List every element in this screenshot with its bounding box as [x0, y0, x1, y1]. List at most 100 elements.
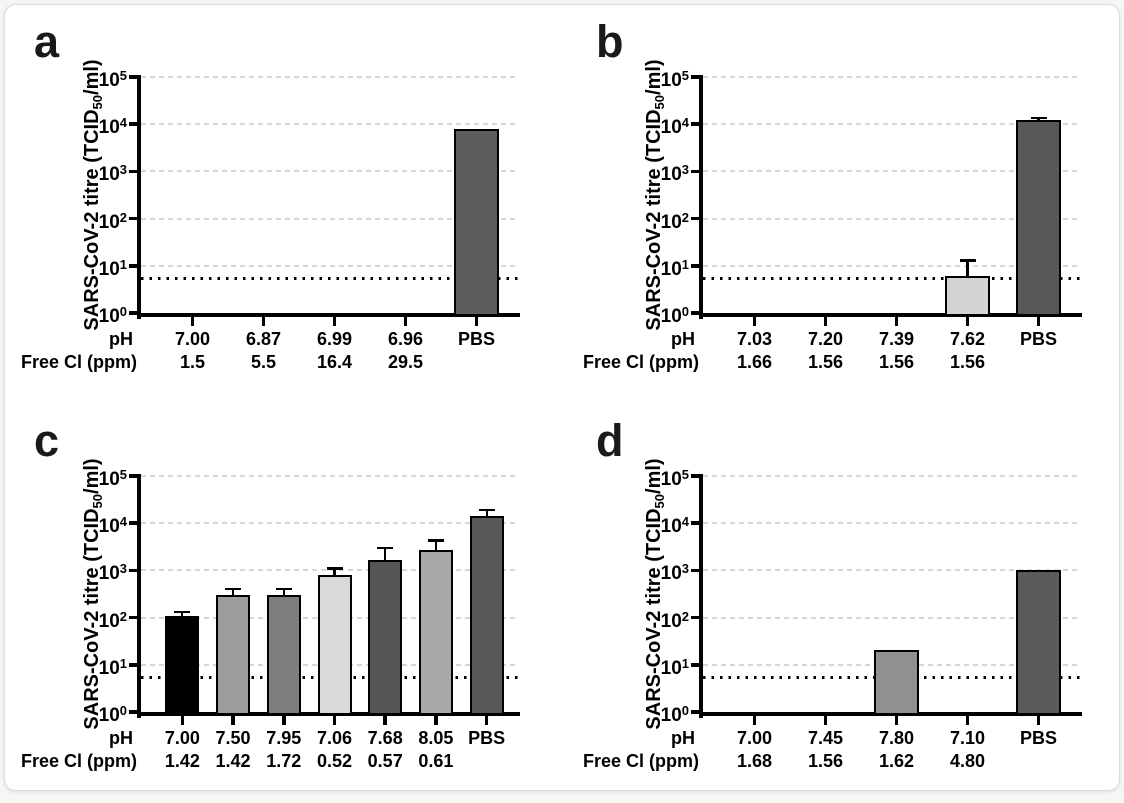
y-tick-exponent: 4 — [681, 115, 689, 131]
y-tick-label: 101 — [631, 652, 689, 681]
y-tick-base: 10 — [660, 610, 682, 632]
ph-value-label: 7.00 — [164, 728, 200, 748]
figure-panel-a: a SARS-CoV-2 titre (TCID50/ml) 100 101 102 10… — [7, 7, 569, 404]
detection-limit-line — [141, 277, 523, 280]
y-axis-tick — [691, 568, 699, 573]
figure-panel-d: d SARS-CoV-2 titre (TCID50/ml) 100 101 102 10… — [569, 406, 1124, 803]
y-tick-exponent: 5 — [119, 467, 127, 482]
y-axis-tick — [691, 264, 699, 268]
y-axis-tick — [129, 122, 137, 126]
y-tick-exponent: 2 — [681, 209, 689, 225]
x-axis-tick — [434, 716, 438, 725]
error-bar-cap — [275, 588, 292, 591]
y-tick-exponent: 5 — [119, 68, 127, 83]
y-tick-label: 102 — [631, 206, 689, 235]
y-axis-tick — [691, 521, 699, 525]
free-cl-value-label: 0.52 — [316, 751, 353, 771]
decade-gridline — [703, 76, 1077, 78]
y-axis-tick — [129, 568, 137, 573]
decade-gridline — [703, 170, 1077, 173]
y-axis-tick — [691, 710, 699, 714]
ph-value-label: 7.20 — [807, 329, 844, 349]
y-tick-label: 100 — [69, 699, 127, 728]
ph-value-label: 7.80 — [878, 728, 915, 748]
free-cl-value-label: 1.56 — [807, 751, 844, 771]
ph-value-label: PBS — [1019, 329, 1057, 349]
bar-PBS — [1016, 120, 1061, 316]
free-cl-row-label: Free Cl (ppm) — [583, 751, 700, 771]
x-axis-tick — [752, 716, 757, 725]
ph-value-label: 7.00 — [174, 329, 211, 349]
free-cl-value-label: 1.62 — [878, 751, 915, 771]
error-bar-line — [384, 547, 387, 564]
panel-letter: d — [596, 415, 624, 466]
free-cl-value-label: 29.5 — [387, 352, 424, 372]
error-bar-cap — [326, 567, 343, 570]
y-tick-label: 104 — [631, 510, 689, 539]
y-axis — [699, 75, 703, 319]
decade-gridline — [141, 264, 515, 267]
free-cl-value-label: 5.5 — [250, 352, 277, 372]
decade-gridline — [141, 475, 515, 477]
y-tick-exponent: 0 — [119, 703, 127, 718]
bar-7.00 — [165, 615, 200, 715]
y-tick-label: 103 — [69, 158, 127, 187]
y-tick-exponent: 1 — [681, 655, 689, 671]
y-tick-exponent: 2 — [681, 608, 689, 624]
y-tick-exponent: 4 — [119, 514, 127, 530]
x-axis-tick — [231, 716, 235, 725]
y-axis-title-subscript: 50 — [652, 493, 667, 509]
y-tick-label: 101 — [631, 253, 689, 282]
y-tick-base: 10 — [660, 258, 682, 280]
y-axis-title-subscript: 50 — [90, 94, 105, 110]
y-axis-tick — [129, 169, 137, 174]
y-tick-base: 10 — [98, 164, 120, 186]
y-axis-tick — [691, 122, 699, 126]
ph-row-label: pH — [109, 728, 133, 748]
x-axis-tick — [383, 716, 387, 725]
y-axis — [137, 474, 141, 718]
free-cl-value-label: 1.72 — [266, 751, 302, 771]
y-tick-label: 105 — [631, 463, 689, 492]
y-axis-tick — [129, 710, 137, 714]
y-tick-exponent: 3 — [119, 162, 127, 178]
y-tick-label: 103 — [631, 557, 689, 586]
ph-value-label: 6.87 — [245, 329, 282, 349]
free-cl-value-label: 1.5 — [179, 352, 206, 372]
panel-letter: a — [34, 16, 60, 67]
x-axis-tick — [823, 716, 828, 725]
free-cl-value-label: 1.56 — [949, 352, 986, 372]
y-tick-label: 104 — [69, 510, 127, 539]
free-cl-value-label: 16.4 — [316, 352, 353, 372]
panel-letter: c — [34, 415, 60, 466]
ph-row-label: pH — [671, 728, 695, 748]
y-tick-base: 10 — [98, 117, 120, 139]
y-tick-base: 10 — [660, 211, 682, 233]
y-axis-tick — [129, 311, 137, 315]
ph-value-label: PBS — [1019, 728, 1057, 748]
y-axis-tick — [691, 663, 699, 667]
y-tick-base: 10 — [660, 306, 682, 327]
ph-value-label: 7.10 — [949, 728, 986, 748]
y-tick-exponent: 0 — [681, 304, 689, 319]
error-bar-line — [333, 568, 336, 580]
error-bar-cap — [478, 508, 495, 512]
figure-panel-c: c SARS-CoV-2 titre (TCID50/ml) 100 101 102 10… — [7, 406, 569, 803]
y-tick-base: 10 — [660, 563, 682, 585]
y-tick-label: 105 — [69, 64, 127, 93]
y-tick-base: 10 — [660, 164, 682, 186]
y-tick-exponent: 5 — [681, 467, 689, 482]
free-cl-value-label: 0.61 — [418, 751, 454, 771]
x-axis-tick — [403, 317, 408, 326]
y-axis-title-subscript: 50 — [90, 493, 105, 509]
y-tick-label: 104 — [69, 111, 127, 140]
y-tick-base: 10 — [660, 705, 682, 726]
y-tick-exponent: 2 — [119, 209, 127, 225]
y-tick-base: 10 — [660, 516, 682, 538]
free-cl-value-label: 1.56 — [807, 352, 844, 372]
y-axis-tick — [691, 75, 699, 79]
error-bar-line — [966, 260, 969, 281]
y-axis-tick — [129, 521, 137, 525]
bar-PBS — [454, 128, 499, 316]
y-tick-exponent: 1 — [119, 256, 127, 272]
